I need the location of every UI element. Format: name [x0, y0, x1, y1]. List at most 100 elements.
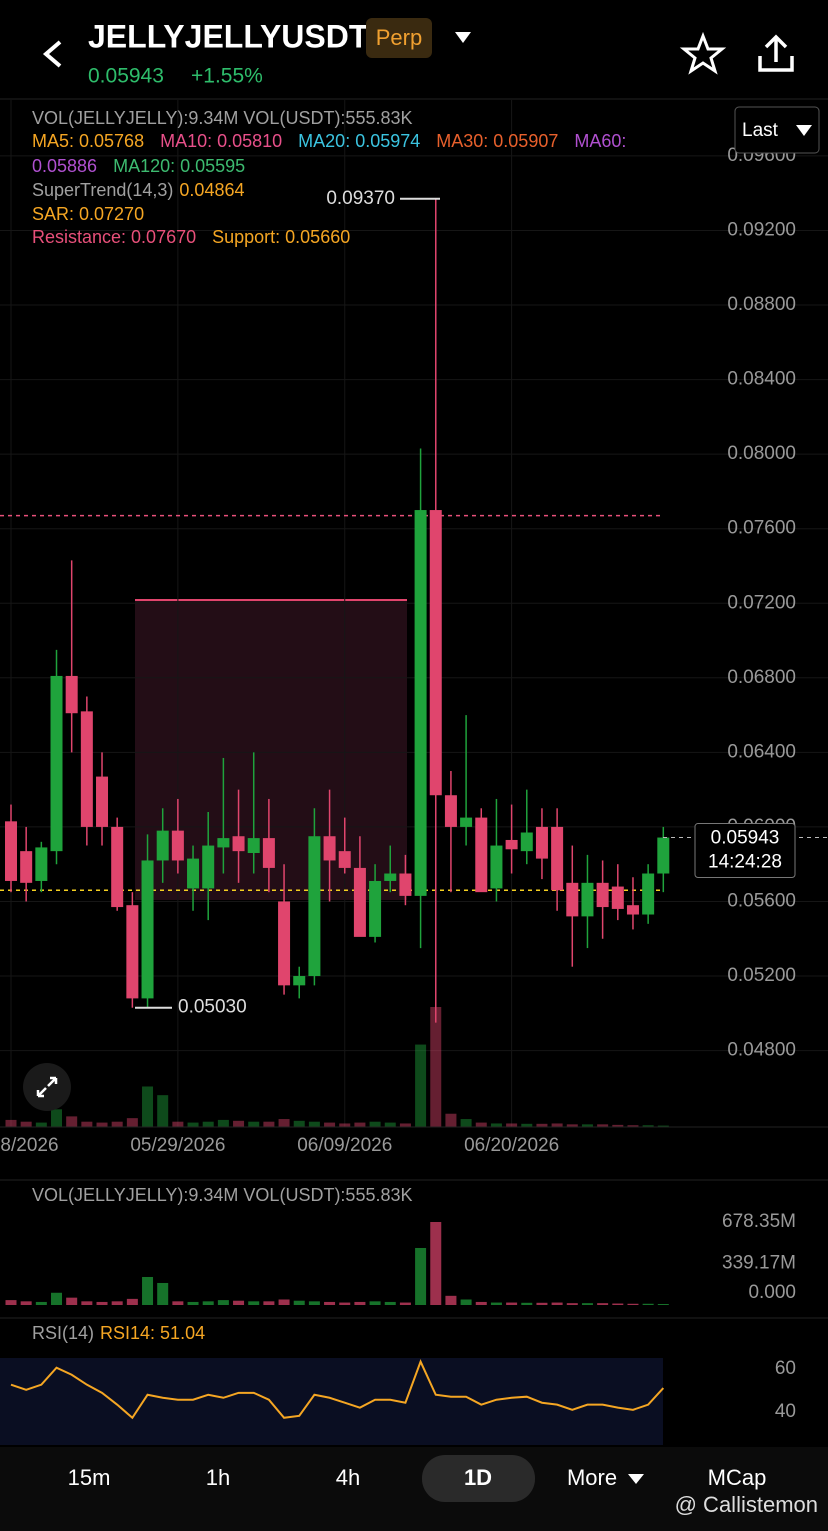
volume-bar [263, 1121, 275, 1127]
volume-bar [460, 1119, 472, 1127]
volume-bar [430, 1007, 442, 1127]
x-tick-label: 06/09/2026 [297, 1135, 392, 1156]
candle-body [111, 826, 124, 908]
volume-bar [111, 1301, 123, 1305]
expand-button[interactable] [23, 1063, 71, 1111]
y-tick-label: 0.07200 [727, 592, 796, 613]
candle-body [217, 838, 230, 848]
volume-bar [278, 1119, 290, 1127]
candle-body [141, 860, 154, 999]
interval-tab[interactable]: 4h [336, 1465, 360, 1490]
dropdown-icon[interactable] [455, 32, 471, 43]
volume-bar [263, 1301, 275, 1305]
badge-text: Perp [376, 25, 422, 50]
candle-body [20, 851, 33, 883]
expand-icon [36, 1076, 58, 1098]
volume-bar [202, 1121, 214, 1127]
volume-bar [111, 1121, 123, 1127]
indicator-text: Support: 0.05660 [212, 227, 350, 247]
indicator-text: MA60: [574, 131, 626, 151]
volume-bar [308, 1121, 320, 1127]
y-tick-label: 339.17M [722, 1253, 796, 1274]
y-tick-label: 0.05600 [727, 890, 796, 911]
more-dropdown-icon [628, 1474, 644, 1484]
interval-tab[interactable]: 1h [206, 1465, 230, 1490]
toolbar [0, 1447, 828, 1531]
volume-bar [5, 1300, 17, 1305]
volume-bar [233, 1300, 245, 1305]
volume-bar [354, 1301, 366, 1305]
interval-tab[interactable]: 1D [464, 1465, 492, 1490]
volume-bar [597, 1303, 609, 1305]
candle-body [96, 776, 109, 827]
candle-body [520, 832, 533, 852]
low-label: 0.05030 [178, 997, 247, 1018]
perp-badge[interactable] [366, 18, 432, 58]
candle-body [353, 867, 366, 937]
volume-bar [536, 1302, 548, 1305]
interval-tab[interactable]: MCap [708, 1465, 767, 1490]
candle-body [611, 886, 624, 909]
back-button[interactable] [42, 40, 62, 68]
volume-bar [20, 1121, 32, 1127]
candle-body [171, 830, 184, 861]
volume-bar [324, 1122, 336, 1127]
candle-body [444, 795, 457, 827]
candle-body [399, 873, 412, 896]
header-change: +1.55% [191, 65, 263, 88]
symbol-title: JELLYJELLYUSDT [88, 18, 369, 54]
candle-body [581, 882, 594, 917]
volume-bar [506, 1123, 518, 1127]
volume-bar [142, 1276, 154, 1305]
candle-body [202, 845, 215, 889]
volume-chart: VOL(JELLYJELLY):9.34M VOL(USDT):555.83K 0… [5, 1185, 796, 1305]
volume-bar [566, 1124, 578, 1127]
volume-bar [475, 1122, 487, 1127]
candle-body [126, 905, 139, 999]
share-icon[interactable] [758, 34, 794, 72]
y-tick-label: 0.05200 [727, 965, 796, 986]
volume-bar [612, 1303, 624, 1305]
volume-bar [384, 1122, 396, 1127]
volume-bar [308, 1301, 320, 1305]
candle-body [369, 880, 382, 937]
volume-bar [521, 1123, 533, 1127]
volume-bar [157, 1282, 169, 1305]
volume-bar [430, 1222, 442, 1305]
y-tick-label: 0.09200 [727, 219, 796, 240]
volume-bar [142, 1086, 154, 1127]
favorite-icon[interactable] [679, 31, 727, 75]
volume-bar [445, 1295, 457, 1305]
interval-tab[interactable]: More [567, 1465, 617, 1490]
volume-bar [217, 1119, 229, 1127]
y-tick-label: 0.08800 [727, 294, 796, 315]
volume-bar [233, 1120, 245, 1127]
rsi-legend: RSI14: 51.04 [100, 1323, 205, 1343]
volume-bar [248, 1301, 260, 1305]
volume-bar [202, 1301, 214, 1305]
volume-bar [20, 1301, 32, 1305]
candle-body [642, 873, 655, 915]
volume-bar [81, 1301, 93, 1305]
rsi-chart: RSI(14) RSI14: 51.04 40 60 [10, 1323, 796, 1422]
volume-bar [415, 1247, 427, 1305]
price-type-button[interactable] [734, 106, 820, 154]
active-tab [422, 1455, 535, 1502]
y-tick-label: 0.000 [748, 1282, 796, 1303]
volume-bar [96, 1301, 108, 1305]
volume-bar [642, 1303, 654, 1305]
indicator-text: 0.05886 [32, 156, 97, 176]
x-tick-label: 06/20/2026 [464, 1135, 559, 1156]
volume-bar [490, 1123, 502, 1127]
indicator-text: MA5: 0.05768 [32, 131, 144, 151]
price-type-label: Last [742, 120, 779, 141]
header-price: 0.05943 [88, 65, 164, 88]
candle-body [551, 826, 564, 891]
y-tick-label: 40 [775, 1401, 796, 1422]
candle-body [232, 836, 245, 852]
indicator-text: MA30: 0.05907 [436, 131, 558, 151]
interval-tab[interactable]: 15m [68, 1465, 111, 1490]
volume-bar [35, 1122, 47, 1127]
volume-bar [536, 1123, 548, 1127]
